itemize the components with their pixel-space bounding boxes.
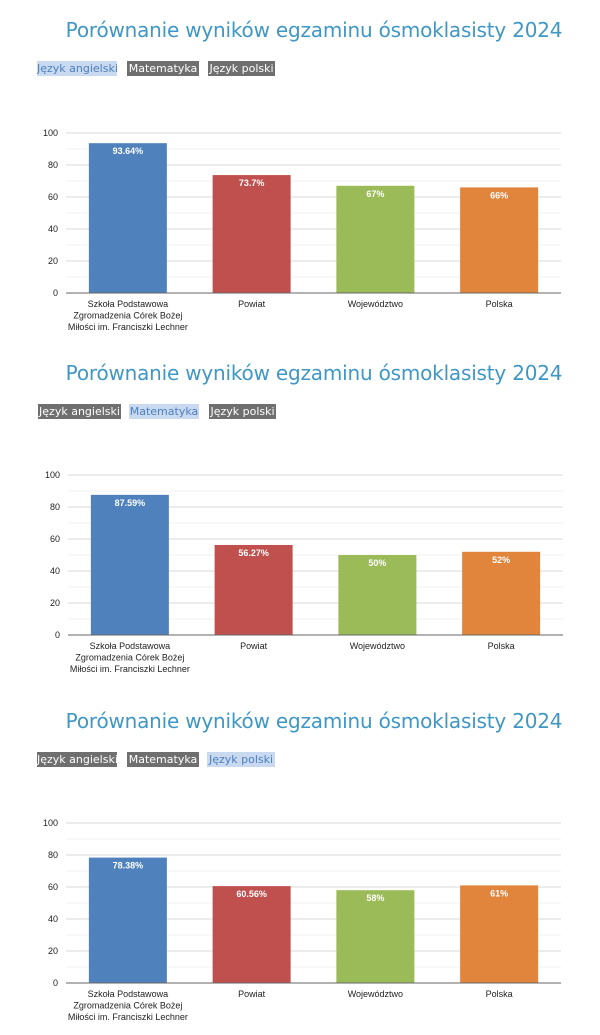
- x-category-label: Polska: [486, 299, 513, 309]
- y-tick-label: 0: [53, 978, 58, 988]
- subject-tabs: Język angielski Matematyka Język polski: [0, 61, 600, 76]
- tab-jezyk-angielski[interactable]: Język angielski: [37, 61, 117, 76]
- y-tick-label: 20: [48, 946, 58, 956]
- y-tick-label: 0: [55, 630, 60, 640]
- bar[interactable]: [88, 857, 167, 983]
- y-tick-label: 80: [48, 160, 58, 170]
- bar[interactable]: [90, 494, 169, 635]
- subject-tabs: Język angielski Matematyka Język polski: [0, 752, 600, 767]
- y-tick-label: 60: [48, 882, 58, 892]
- tab-matematyka[interactable]: Matematyka: [127, 752, 199, 767]
- x-category-label: Województwo: [350, 641, 405, 651]
- x-category-label: Szkoła Podstawowa Zgromadzenia Córek Boże…: [70, 641, 190, 674]
- data-label: 61%: [490, 888, 508, 898]
- x-category-label: Województwo: [348, 989, 403, 999]
- data-label: 66%: [490, 190, 508, 200]
- data-label: 56.27%: [238, 548, 269, 558]
- y-tick-label: 100: [43, 818, 58, 828]
- bar[interactable]: [336, 890, 415, 983]
- bar[interactable]: [214, 544, 293, 635]
- data-label: 78.38%: [113, 861, 144, 871]
- section-title: Porównanie wyników egzaminu ósmoklasisty…: [65, 709, 563, 733]
- tab-matematyka[interactable]: Matematyka: [127, 61, 199, 76]
- bar-chart: 0 20 40 60 80 100 87.59% Szkoła Podstawowa Zgrom…: [45, 470, 563, 674]
- x-category-label: Polska: [486, 989, 513, 999]
- bar[interactable]: [338, 555, 417, 635]
- data-label: 73.7%: [239, 178, 265, 188]
- bar-chart: 0 20 40 60 80 100 78.38% Szkoła Podstawowa Zgrom…: [43, 818, 561, 1022]
- bar[interactable]: [460, 885, 539, 983]
- bar[interactable]: [212, 175, 291, 293]
- y-tick-label: 80: [50, 502, 60, 512]
- y-tick-label: 80: [48, 850, 58, 860]
- bar[interactable]: [460, 187, 539, 293]
- y-tick-label: 100: [43, 128, 58, 138]
- data-label: 87.59%: [115, 498, 146, 508]
- y-tick-label: 40: [50, 566, 60, 576]
- x-category-label: Szkoła Podstawowa Zgromadzenia Córek Boże…: [68, 989, 188, 1022]
- x-category-label: Szkoła Podstawowa Zgromadzenia Córek Boże…: [68, 299, 188, 332]
- tab-jezyk-polski[interactable]: Język polski: [209, 404, 276, 419]
- data-label: 52%: [492, 555, 510, 565]
- x-category-label: Polska: [488, 641, 515, 651]
- y-tick-label: 40: [48, 914, 58, 924]
- data-label: 60.56%: [236, 889, 267, 899]
- tab-jezyk-angielski[interactable]: Język angielski: [38, 404, 121, 419]
- data-label: 67%: [366, 189, 384, 199]
- data-label: 58%: [366, 893, 384, 903]
- section-title: Porównanie wyników egzaminu ósmoklasisty…: [65, 18, 563, 42]
- bar[interactable]: [336, 185, 415, 293]
- bar-chart: 0 20 40 60 80 100 93.64% Szkoła Podstawowa Zgrom…: [43, 128, 561, 332]
- x-category-label: Powiat: [240, 641, 268, 651]
- subject-tabs: Język angielski Matematyka Język polski: [0, 404, 600, 419]
- y-tick-label: 0: [53, 288, 58, 298]
- section-title: Porównanie wyników egzaminu ósmoklasisty…: [65, 361, 563, 385]
- y-tick-label: 40: [48, 224, 58, 234]
- tab-jezyk-polski[interactable]: Język polski: [208, 61, 275, 76]
- bar[interactable]: [462, 551, 541, 635]
- tab-matematyka[interactable]: Matematyka: [129, 404, 199, 419]
- y-tick-label: 20: [50, 598, 60, 608]
- y-tick-label: 60: [48, 192, 58, 202]
- y-tick-label: 60: [50, 534, 60, 544]
- tab-jezyk-polski[interactable]: Język polski: [207, 752, 275, 767]
- x-category-label: Powiat: [238, 989, 266, 999]
- bar[interactable]: [212, 886, 291, 983]
- y-tick-label: 20: [48, 256, 58, 266]
- chart-section-3: Porównanie wyników egzaminu ósmoklasisty…: [0, 709, 600, 1035]
- data-label: 93.64%: [113, 146, 144, 156]
- y-tick-label: 100: [45, 470, 60, 480]
- chart-section-2: Porównanie wyników egzaminu ósmoklasisty…: [0, 361, 600, 681]
- x-category-label: Województwo: [348, 299, 403, 309]
- bar[interactable]: [88, 143, 167, 293]
- data-label: 50%: [368, 558, 386, 568]
- chart-section-1: Porównanie wyników egzaminu ósmoklasisty…: [0, 18, 600, 338]
- tab-jezyk-angielski[interactable]: Język angielski: [37, 752, 117, 767]
- x-category-label: Powiat: [238, 299, 266, 309]
